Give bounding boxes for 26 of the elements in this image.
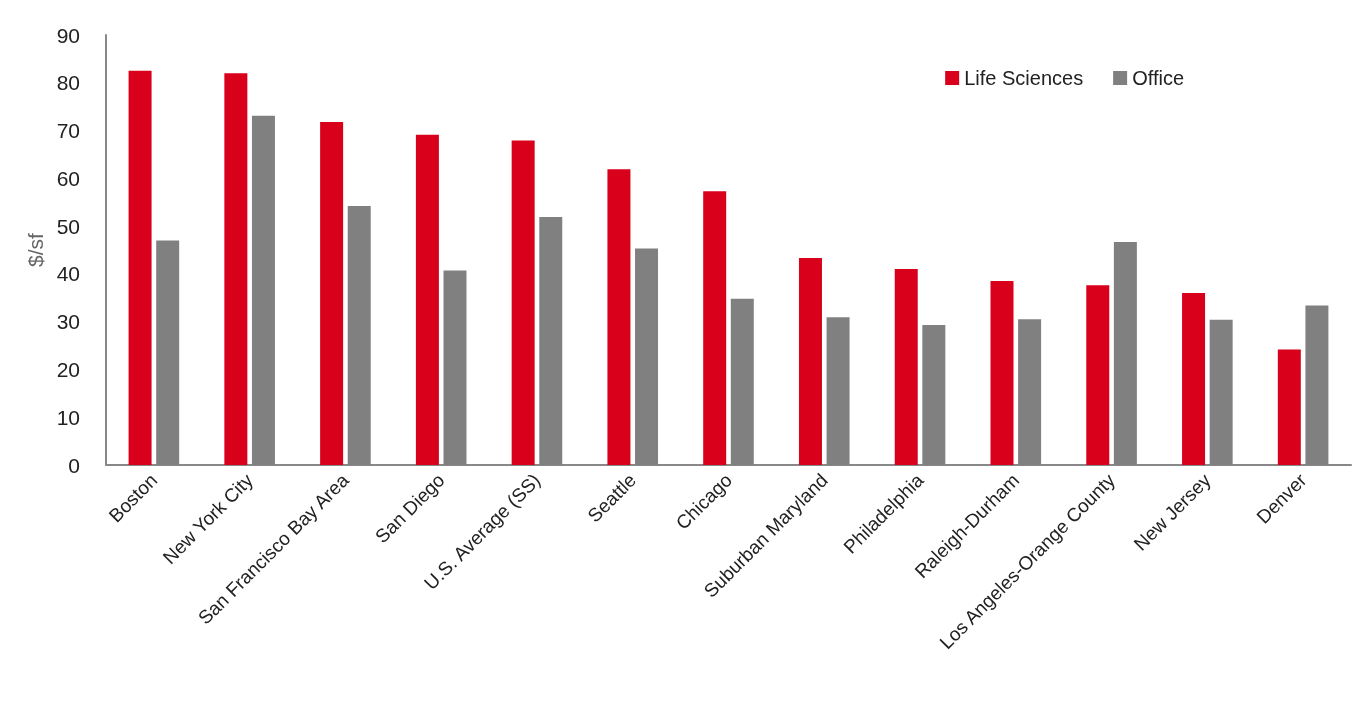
- y-tick-label: 60: [56, 166, 80, 190]
- y-tick-label: 20: [56, 357, 80, 381]
- bar: [1277, 349, 1301, 465]
- y-tick-label: 0: [68, 453, 80, 477]
- bar: [703, 191, 727, 465]
- legend-label: Life Sciences: [964, 67, 1084, 89]
- bar: [894, 269, 918, 465]
- bar: [607, 169, 631, 465]
- bar: [1182, 293, 1206, 465]
- y-tick-label: 90: [56, 23, 80, 47]
- legend-label: Office: [1132, 67, 1184, 89]
- bar: [990, 281, 1014, 465]
- y-tick-label: 30: [56, 310, 80, 334]
- bar: [415, 134, 439, 465]
- y-tick-label: 10: [56, 405, 80, 429]
- bar: [798, 258, 822, 465]
- bar: [511, 140, 535, 465]
- bar: [1086, 285, 1110, 465]
- y-axis-title: $/sf: [23, 232, 47, 267]
- y-tick-label: 50: [56, 214, 80, 238]
- bar: [224, 73, 248, 465]
- y-tick-label: 40: [56, 262, 80, 286]
- y-tick-label: 80: [56, 71, 80, 95]
- bar: [320, 121, 344, 465]
- bar: [128, 70, 152, 465]
- y-tick-label: 70: [56, 119, 80, 143]
